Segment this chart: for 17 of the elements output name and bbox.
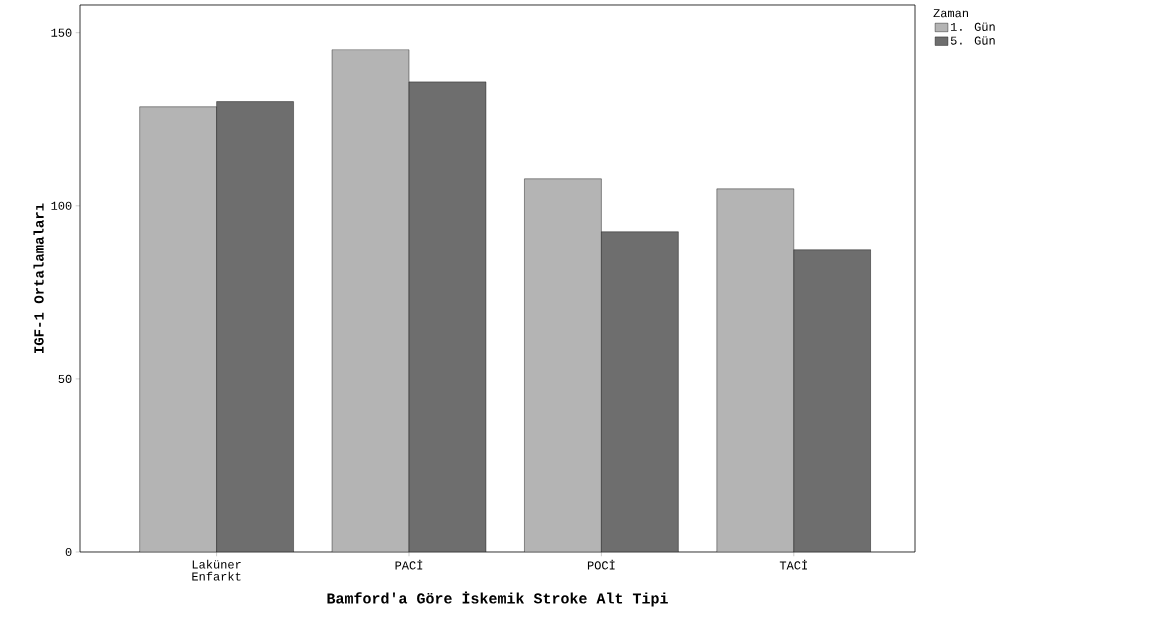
legend-label: 5. Gün [950, 36, 995, 45]
legend-label: 1. Gün [950, 22, 995, 31]
y-tick-label: 100 [51, 201, 72, 210]
x-axis-title: Bamford'a Göre İskemik Stroke Alt Tipi [327, 591, 668, 607]
x-tick-label: TACİ [779, 559, 807, 570]
bar [331, 49, 410, 552]
y-axis-title: IGF-1 Ortalamaları [33, 203, 44, 354]
legend-title: Zaman [933, 9, 968, 18]
x-tick-label: POCİ [587, 559, 615, 570]
y-tick-label: 150 [51, 28, 72, 37]
y-tick-label: 50 [58, 374, 72, 383]
bar [716, 188, 794, 552]
x-tick-label: PACİ [395, 559, 423, 570]
y-tick-label: 0 [65, 547, 72, 557]
bar [139, 106, 217, 552]
x-tick-label: Laküner Enfarkt [192, 559, 241, 581]
bar [524, 178, 602, 552]
